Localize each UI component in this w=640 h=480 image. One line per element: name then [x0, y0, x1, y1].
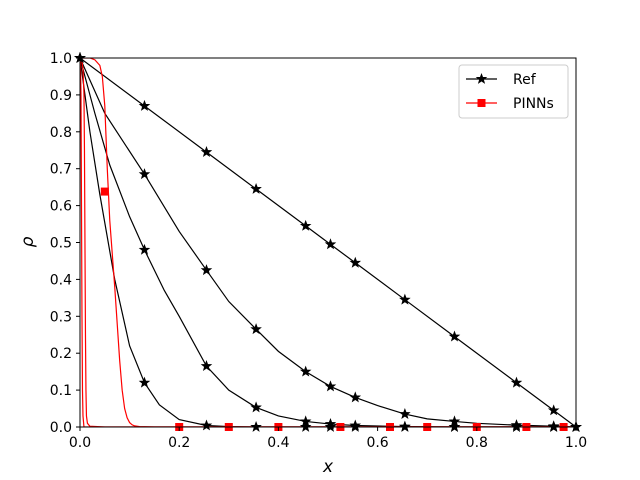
y-tick-label: 0.5 [50, 236, 72, 252]
x-tick-label: 1.0 [565, 435, 587, 451]
series-line-6 [80, 58, 576, 427]
series-1-star-marker [250, 182, 262, 194]
series-2-star-marker [299, 365, 312, 377]
y-tick-label: 0.8 [50, 125, 72, 141]
legend-box [458, 64, 569, 119]
x-axis: 0.0 0.2 0.4 0.6 0.8 1.0 [69, 427, 587, 451]
series-1-star-marker [138, 99, 151, 111]
series-2-star-marker [250, 323, 262, 335]
y-tick-label: 0.6 [50, 199, 72, 215]
series-line-1 [80, 58, 576, 427]
x-tick-label: 0.8 [466, 435, 488, 451]
y-tick-label: 0.3 [50, 309, 72, 325]
series-3-star-marker [200, 360, 213, 372]
y-axis: 0.0 0.1 0.2 0.3 0.4 0.5 0.6 0.7 0.8 0.9 1.0 [50, 51, 80, 436]
x-tick-label: 0.2 [168, 435, 190, 451]
series-1-star-marker [299, 219, 312, 231]
x-tick-label: 0.4 [267, 435, 289, 451]
y-tick-label: 0.7 [50, 162, 72, 178]
y-axis-label: ρ [18, 236, 38, 247]
series-5-square-marker [100, 187, 109, 196]
y-tick-label: 0.1 [50, 383, 72, 399]
series-3-star-marker [138, 243, 151, 255]
series-2-star-marker [399, 408, 411, 419]
x-tick-label: 0.6 [366, 435, 388, 451]
y-tick-label: 0.2 [50, 346, 72, 362]
series-1-star-marker [547, 404, 560, 416]
series-1-star-marker [399, 293, 411, 305]
y-tick-label: 0.9 [50, 88, 72, 104]
y-tick-label: 0.4 [50, 272, 72, 288]
series-1-star-marker [324, 238, 337, 250]
series-1-star-marker [200, 146, 213, 157]
series-2-star-marker [324, 380, 337, 392]
series-line-7 [80, 58, 576, 427]
series-2-star-marker [349, 391, 362, 403]
legend-star-marker [475, 72, 488, 84]
legend-square-marker [477, 99, 486, 107]
series-4-star-marker [138, 376, 151, 388]
y-tick-label: 1.0 [50, 51, 72, 67]
series-2-star-marker [138, 168, 151, 180]
series-1-star-marker [510, 376, 523, 388]
series-line-5 [80, 58, 576, 427]
series-1-star-marker [349, 256, 362, 268]
y-tick-label: 0.0 [50, 420, 72, 436]
legend-label: Ref [513, 72, 537, 88]
series-4-star-marker [200, 419, 213, 431]
legend-label: PINNs [513, 96, 554, 112]
series-3-star-marker [250, 401, 262, 413]
series-1-star-marker [448, 330, 461, 342]
legend: Ref PINNs [458, 64, 569, 119]
x-tick-label: 0.0 [69, 435, 91, 451]
x-axis-label: x [322, 457, 334, 477]
series-2-star-marker [200, 264, 213, 276]
